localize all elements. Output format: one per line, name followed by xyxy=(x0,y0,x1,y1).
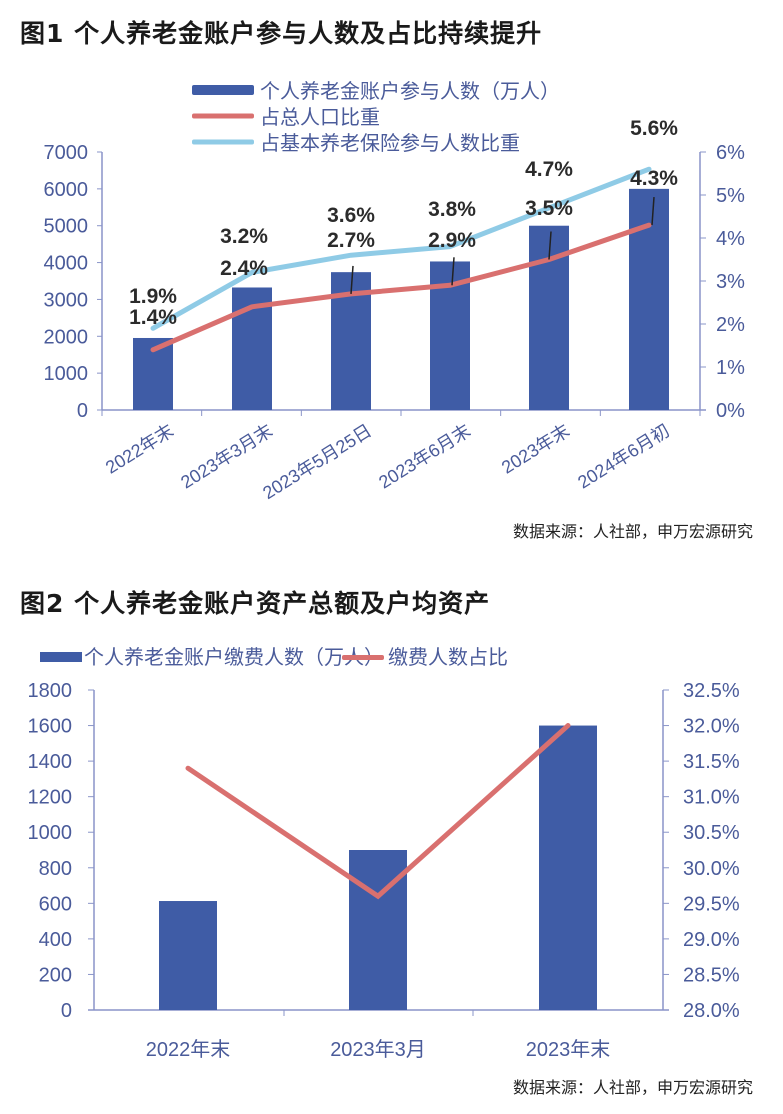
left-tick-label: 6000 xyxy=(44,179,89,201)
x-category-label: 2022年末 xyxy=(146,1038,231,1061)
population-share-label: 3.5% xyxy=(525,197,573,220)
legend-label: 占基本养老保险参与人数比重 xyxy=(260,132,520,155)
insurance-share-label: 3.8% xyxy=(428,198,476,221)
legend-label: 占总人口比重 xyxy=(260,106,380,129)
bar xyxy=(159,901,217,1010)
left-tick-label: 800 xyxy=(39,858,72,880)
right-tick-label: 6% xyxy=(716,142,745,164)
left-tick-label: 1200 xyxy=(28,787,73,809)
legend-swatch xyxy=(192,113,254,119)
contribution-share-line xyxy=(185,723,571,900)
population-share-label: 4.3% xyxy=(630,167,678,190)
legend-label: 缴费人数占比 xyxy=(388,646,508,669)
insurance-share-label: 3.2% xyxy=(220,225,268,248)
legend-label: 个人养老金账户参与人数（万人） xyxy=(260,80,560,103)
left-tick-label: 400 xyxy=(39,929,72,951)
left-tick-label: 1000 xyxy=(28,822,73,844)
x-category-label: 2023年5月25日 xyxy=(259,420,375,503)
leader-line xyxy=(451,257,455,286)
population-share-label: 2.9% xyxy=(428,229,476,252)
left-tick-label: 3000 xyxy=(44,289,89,311)
insurance-share-label: 5.6% xyxy=(630,117,678,140)
x-category-label: 2022年末 xyxy=(102,420,177,477)
bar xyxy=(539,725,597,1010)
left-tick-label: 1800 xyxy=(28,680,73,702)
right-tick-label: 0% xyxy=(716,400,745,422)
population-share-label: 1.4% xyxy=(129,306,177,329)
left-tick-label: 1000 xyxy=(44,363,89,385)
insurance-share-line xyxy=(150,166,652,331)
right-tick-label: 3% xyxy=(716,271,745,293)
leader-line xyxy=(350,265,354,294)
insurance-share-label: 1.9% xyxy=(129,285,177,308)
bar xyxy=(349,850,407,1010)
right-tick-label: 31.5% xyxy=(683,751,740,773)
left-tick-label: 0 xyxy=(61,1000,72,1022)
left-tick-label: 5000 xyxy=(44,216,89,238)
x-category-label: 2023年3月 xyxy=(330,1038,426,1061)
insurance-share-label: 4.7% xyxy=(525,158,573,181)
population-share-label: 2.4% xyxy=(220,257,268,280)
right-tick-label: 29.5% xyxy=(683,893,740,915)
x-category-label: 2023年末 xyxy=(498,420,573,477)
figure1-title: 图1 个人养老金账户参与人数及占比持续提升 xyxy=(20,19,543,48)
right-tick-label: 28.0% xyxy=(683,1000,740,1022)
figure1-source: 数据来源：人社部，申万宏源研究 xyxy=(512,522,753,541)
figure2-source: 数据来源：人社部，申万宏源研究 xyxy=(512,1078,753,1097)
left-tick-label: 7000 xyxy=(44,142,89,164)
left-tick-label: 1400 xyxy=(28,751,73,773)
leader-line xyxy=(651,197,655,226)
x-category-label: 2023年6月末 xyxy=(375,420,474,492)
chart2: 个人养老金账户缴费人数（万人） 缴费人数占比 0 200 400 600 800 1000 12… xyxy=(28,646,740,1061)
leader-line xyxy=(548,231,552,260)
legend-swatch xyxy=(40,652,82,662)
insurance-share-label: 3.6% xyxy=(327,204,375,227)
legend-swatch xyxy=(192,85,254,95)
right-tick-label: 32.0% xyxy=(683,716,740,738)
right-tick-label: 4% xyxy=(716,228,745,250)
right-tick-label: 30.0% xyxy=(683,858,740,880)
right-tick-label: 30.5% xyxy=(683,822,740,844)
right-tick-label: 5% xyxy=(716,185,745,207)
x-category-label: 2023年3月末 xyxy=(177,420,276,492)
left-tick-label: 4000 xyxy=(44,253,89,275)
right-tick-label: 1% xyxy=(716,357,745,379)
left-tick-label: 200 xyxy=(39,964,72,986)
legend-swatch xyxy=(192,139,254,145)
legend-label: 个人养老金账户缴费人数（万人） xyxy=(84,646,384,669)
legend-swatch xyxy=(342,655,384,660)
right-tick-label: 29.0% xyxy=(683,929,740,951)
right-tick-label: 2% xyxy=(716,314,745,336)
bar xyxy=(629,188,669,410)
right-tick-label: 28.5% xyxy=(683,964,740,986)
left-tick-label: 0 xyxy=(77,400,88,422)
population-share-line xyxy=(150,222,652,353)
right-tick-label: 32.5% xyxy=(683,680,740,702)
x-category-label: 2024年6月初 xyxy=(574,420,673,492)
x-category-label: 2023年末 xyxy=(526,1038,611,1061)
figure2-title: 图2 个人养老金账户资产总额及户均资产 xyxy=(20,589,491,618)
left-tick-label: 600 xyxy=(39,893,72,915)
left-tick-label: 2000 xyxy=(44,326,89,348)
left-tick-label: 1600 xyxy=(28,716,73,738)
population-share-label: 2.7% xyxy=(327,229,375,252)
right-tick-label: 31.0% xyxy=(683,787,740,809)
